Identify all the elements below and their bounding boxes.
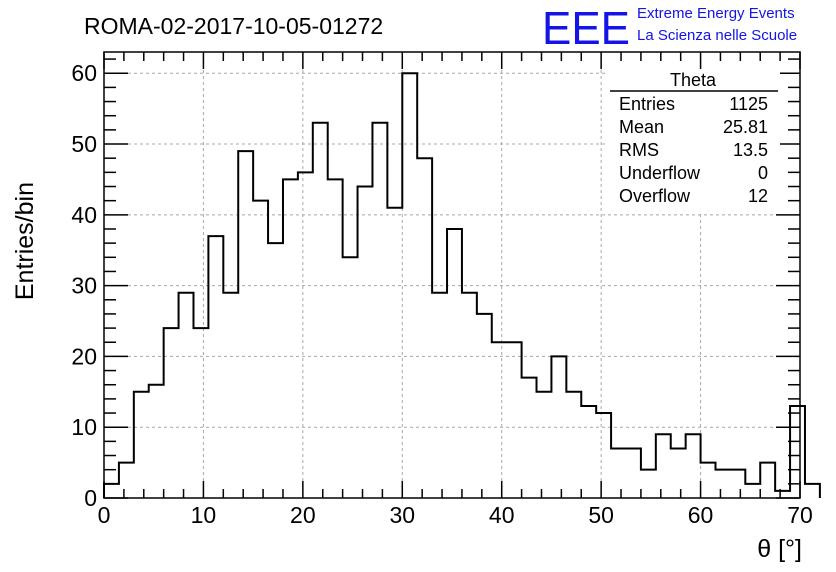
histogram-bin <box>358 187 373 498</box>
stats-label: Underflow <box>619 163 701 183</box>
histogram-bin <box>223 293 238 498</box>
stats-box: Theta Entries 1125 Mean 25.81 RMS 13.5 Underfl… <box>608 69 780 211</box>
x-tick-label: 70 <box>787 502 813 528</box>
eee-logo: EEE Extreme Energy Events La Scienza nel… <box>542 2 797 54</box>
histogram-bin <box>134 392 149 498</box>
histogram-bin <box>104 484 119 498</box>
y-tick-label: 20 <box>71 343 97 369</box>
histogram-bin <box>149 385 164 498</box>
y-tick-label: 40 <box>71 202 97 228</box>
histogram-bin <box>507 342 522 498</box>
x-tick-label: 0 <box>98 502 111 528</box>
histogram-bin <box>417 158 432 498</box>
histogram-bin <box>745 484 760 498</box>
histogram-bin <box>671 448 686 498</box>
histogram-bin <box>238 151 253 498</box>
histogram-bin <box>581 406 596 498</box>
histogram-outline <box>103 72 821 498</box>
histogram-bin <box>343 257 358 498</box>
stats-value: 0 <box>758 163 768 183</box>
histogram-bin <box>119 463 134 498</box>
x-tick-label: 40 <box>489 502 515 528</box>
x-tick-labels: 0 10 20 30 40 50 60 70 <box>98 502 813 528</box>
histogram-bin <box>522 378 537 498</box>
stats-value: 25.81 <box>723 117 768 137</box>
histogram-bin <box>641 470 656 498</box>
histogram-bin <box>566 392 581 498</box>
x-tick-label: 30 <box>389 502 415 528</box>
x-tick-label: 60 <box>688 502 714 528</box>
y-axis-label: Entries/bin <box>11 182 39 300</box>
histogram-bin <box>402 73 417 498</box>
histogram-bin <box>268 243 283 498</box>
x-tick-label: 50 <box>588 502 614 528</box>
stats-value: 13.5 <box>733 140 768 160</box>
x-tick-label: 10 <box>191 502 217 528</box>
stats-title: Theta <box>670 70 717 90</box>
y-tick-labels: 0 10 20 30 40 50 60 <box>71 60 97 511</box>
y-tick-label: 50 <box>71 131 97 157</box>
stats-value: 1125 <box>729 94 768 114</box>
histogram-bin <box>701 463 716 498</box>
histogram-bin <box>313 123 328 498</box>
histogram-bin <box>492 342 507 498</box>
histogram-bin <box>283 179 298 498</box>
histogram-bin <box>715 470 730 498</box>
histogram-bin <box>760 463 775 498</box>
histogram-bin <box>656 434 671 498</box>
stats-label: RMS <box>619 140 659 160</box>
histogram-bin <box>596 413 611 498</box>
histogram-bin <box>730 470 745 498</box>
grid-lines <box>104 52 800 498</box>
histogram-bin <box>551 356 566 498</box>
histogram-bin <box>208 236 223 498</box>
y-tick-label: 60 <box>71 60 97 86</box>
histogram-bin <box>775 491 790 498</box>
chart-title: ROMA-02-2017-10-05-01272 <box>84 13 383 39</box>
logo-mark: EEE <box>542 2 630 54</box>
histogram-bin <box>193 328 208 498</box>
histogram-bin <box>387 208 402 498</box>
x-axis-label: θ [°] <box>757 535 802 563</box>
y-tick-label: 0 <box>84 485 97 511</box>
histogram-bin <box>298 172 313 498</box>
axis-ticks <box>103 52 801 499</box>
histogram-bin <box>179 293 194 498</box>
stats-label: Mean <box>619 117 664 137</box>
histogram-bin <box>447 229 462 498</box>
y-tick-label: 30 <box>71 273 97 299</box>
histogram-bin <box>432 293 447 498</box>
histogram-bin <box>611 448 626 498</box>
histogram-bin <box>462 293 477 498</box>
histogram-bin <box>328 179 343 498</box>
y-tick-label: 10 <box>71 414 97 440</box>
histogram-bin <box>805 484 820 498</box>
histogram-bin <box>686 434 701 498</box>
logo-line2: La Scienza nelle Scuole <box>637 27 797 44</box>
stats-value: 12 <box>748 186 768 206</box>
histogram-bin <box>164 328 179 498</box>
logo-line1: Extreme Energy Events <box>637 5 795 22</box>
x-tick-label: 20 <box>290 502 316 528</box>
stats-label: Overflow <box>619 186 691 206</box>
stats-label: Entries <box>619 94 675 114</box>
histogram-bin <box>626 448 641 498</box>
histogram-bin <box>537 392 552 498</box>
histogram-bin <box>372 123 387 498</box>
plot-frame <box>103 51 801 499</box>
histogram-bin <box>477 314 492 498</box>
histogram-bin <box>253 201 268 498</box>
